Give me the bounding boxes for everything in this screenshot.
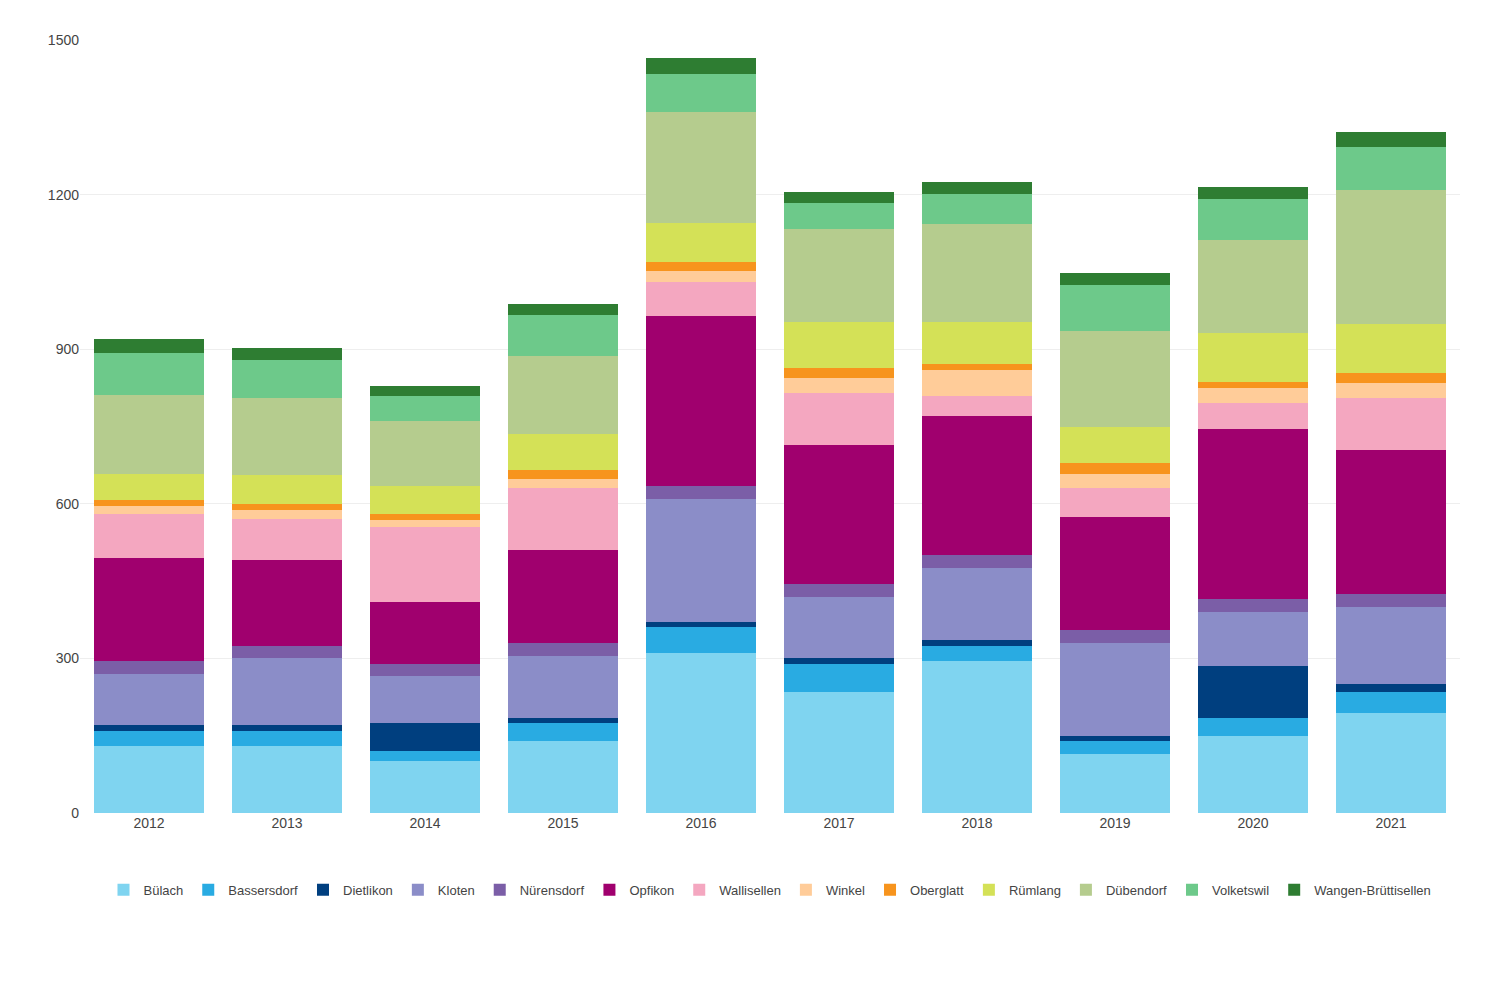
svg-text:Oberglatt: Oberglatt xyxy=(910,883,964,898)
svg-text:Wangen-Brüttisellen: Wangen-Brüttisellen xyxy=(1314,883,1431,898)
svg-text:600: 600 xyxy=(56,496,80,512)
svg-text:900: 900 xyxy=(56,341,80,357)
svg-text:2016: 2016 xyxy=(685,815,716,831)
svg-text:Bassersdorf: Bassersdorf xyxy=(228,883,298,898)
svg-text:2013: 2013 xyxy=(271,815,302,831)
svg-text:Volketswil: Volketswil xyxy=(1212,883,1269,898)
svg-text:Opfikon: Opfikon xyxy=(629,883,674,898)
svg-text:2018: 2018 xyxy=(961,815,992,831)
svg-text:2012: 2012 xyxy=(133,815,164,831)
svg-text:2019: 2019 xyxy=(1099,815,1130,831)
svg-text:Winkel: Winkel xyxy=(826,883,865,898)
svg-text:2015: 2015 xyxy=(547,815,578,831)
svg-text:Bülach: Bülach xyxy=(144,883,184,898)
svg-text:2020: 2020 xyxy=(1237,815,1268,831)
svg-text:Rümlang: Rümlang xyxy=(1009,883,1061,898)
svg-text:1500: 1500 xyxy=(48,32,79,48)
svg-text:Wallisellen: Wallisellen xyxy=(719,883,781,898)
svg-text:0: 0 xyxy=(71,805,79,821)
svg-text:300: 300 xyxy=(56,650,80,666)
svg-text:2014: 2014 xyxy=(409,815,440,831)
svg-text:2021: 2021 xyxy=(1375,815,1406,831)
svg-text:Dietlikon: Dietlikon xyxy=(343,883,393,898)
svg-text:Nürensdorf: Nürensdorf xyxy=(520,883,585,898)
svg-text:2017: 2017 xyxy=(823,815,854,831)
svg-text:Kloten: Kloten xyxy=(438,883,475,898)
svg-text:1200: 1200 xyxy=(48,187,79,203)
svg-text:Dübendorf: Dübendorf xyxy=(1106,883,1167,898)
